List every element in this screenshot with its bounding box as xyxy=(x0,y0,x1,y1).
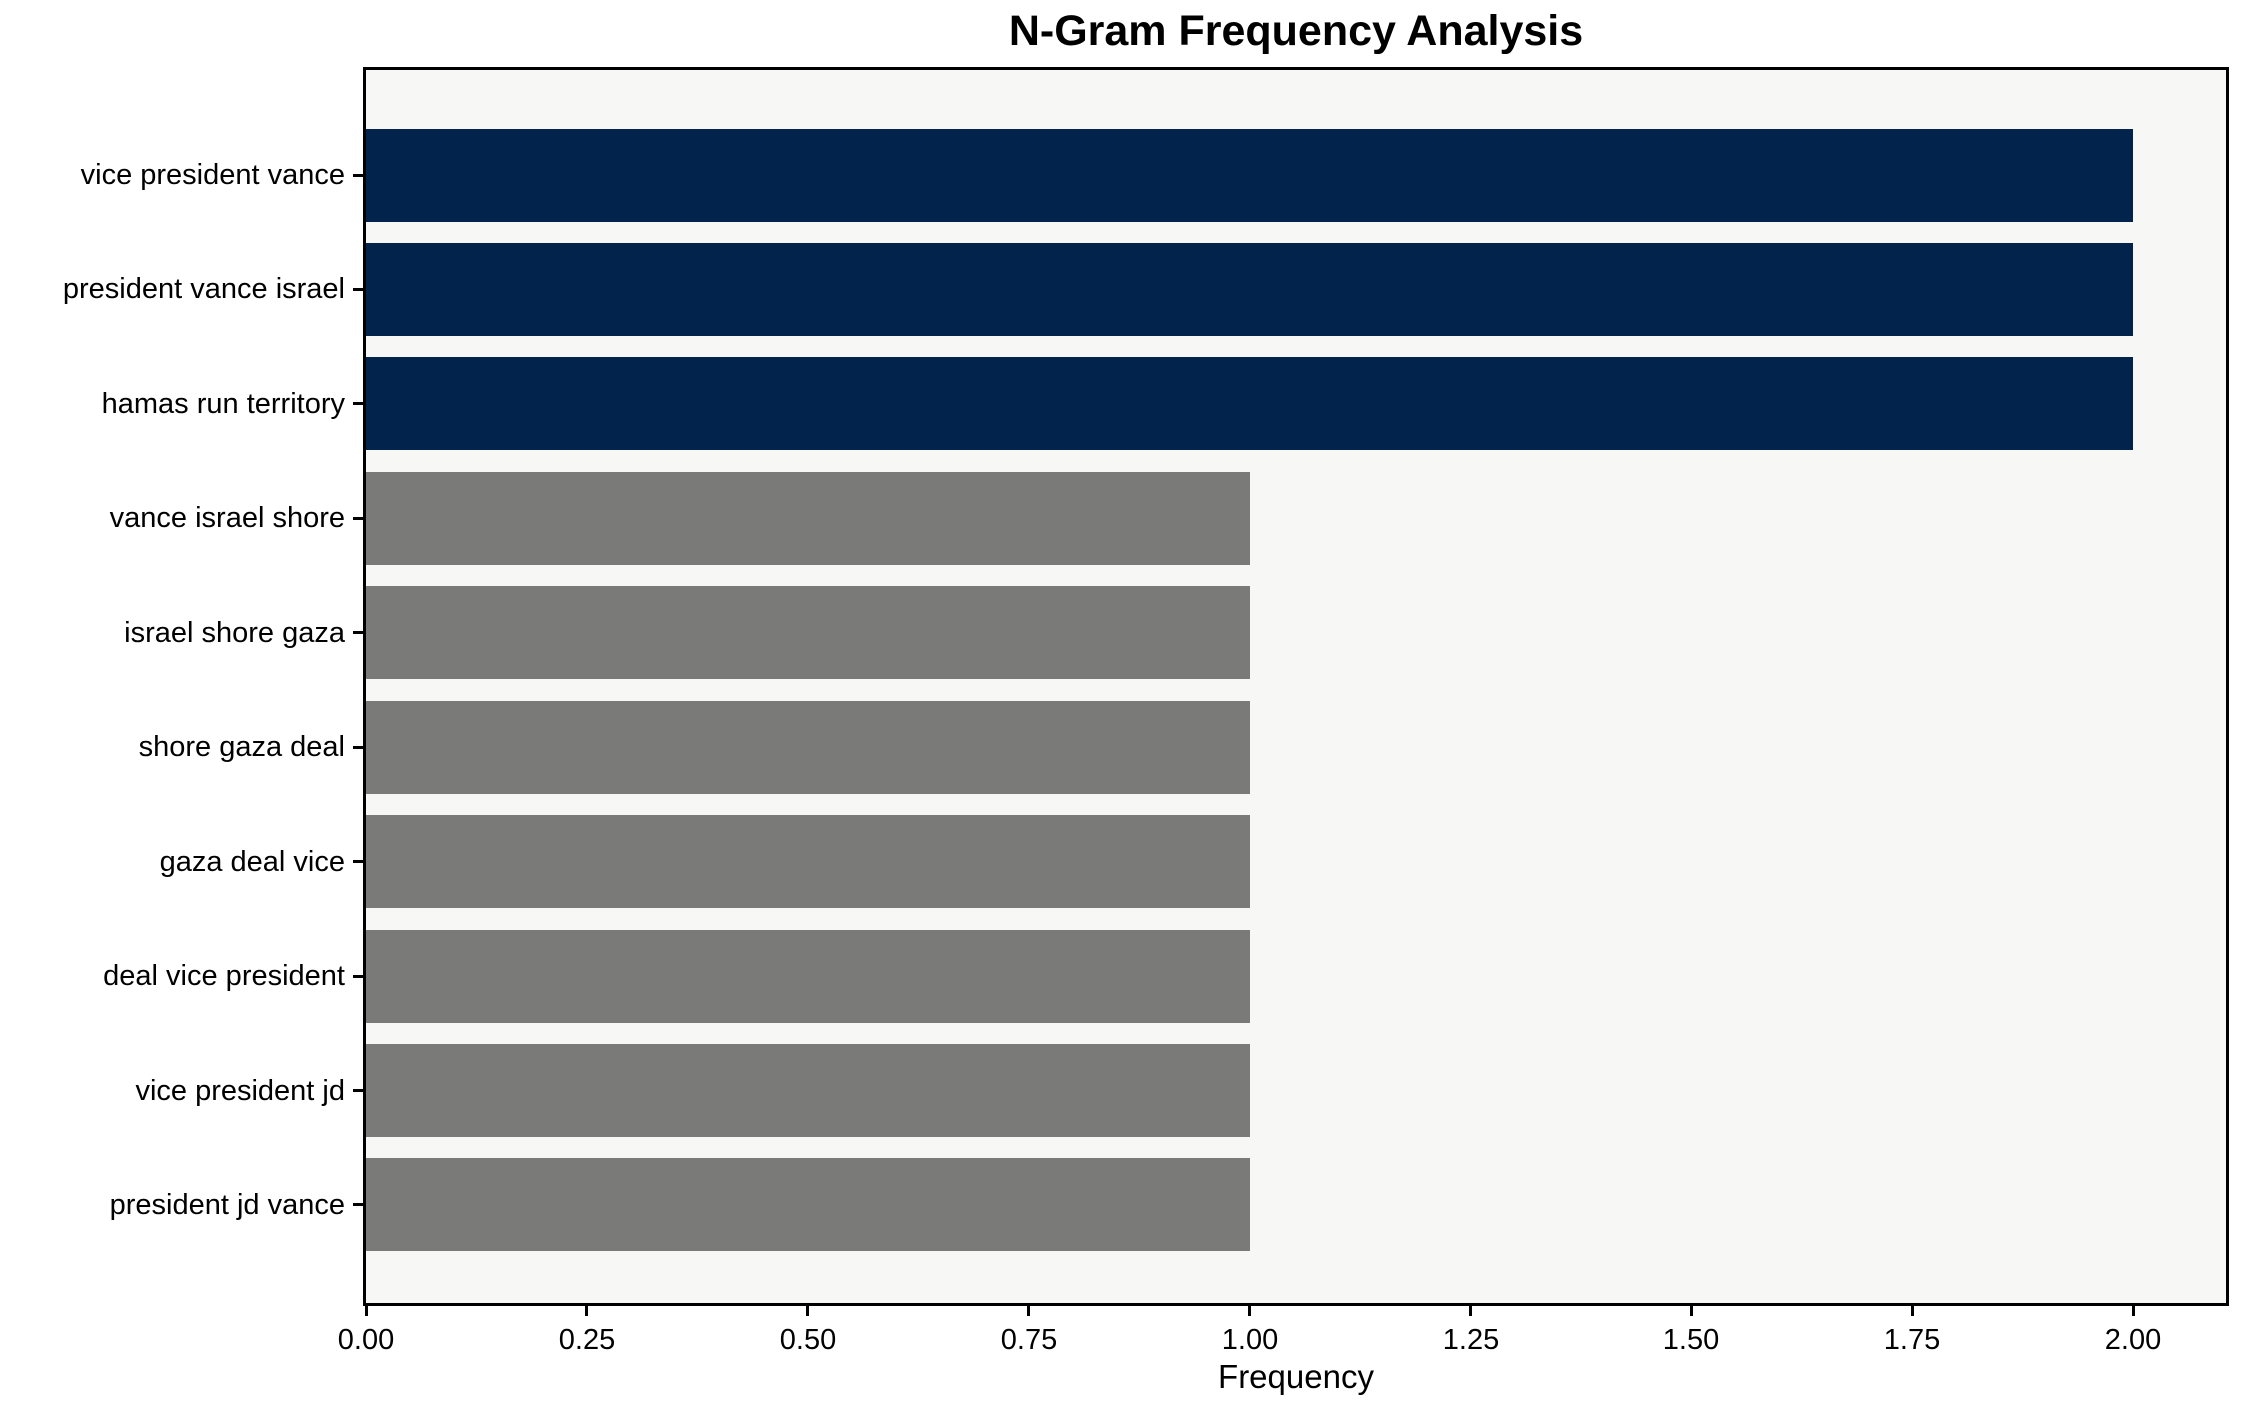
x-tick-label: 0.00 xyxy=(337,1324,395,1356)
y-tick-label: shore gaza deal xyxy=(138,731,345,763)
y-tick-label: vice president vance xyxy=(80,159,345,191)
y-axis-tick xyxy=(353,517,363,520)
y-tick-label: president jd vance xyxy=(109,1189,345,1221)
bar-vice-president-vance xyxy=(366,129,2133,222)
x-axis-tick xyxy=(585,1306,588,1316)
y-tick-label: vance israel shore xyxy=(109,502,345,534)
x-axis-tick xyxy=(806,1306,809,1316)
bar-vice-president-jd xyxy=(366,1044,1250,1137)
x-tick-label: 0.75 xyxy=(1000,1324,1058,1356)
y-axis-tick xyxy=(353,860,363,863)
y-tick-label: president vance israel xyxy=(62,273,345,305)
chart-title: N-Gram Frequency Analysis xyxy=(1008,7,1584,55)
x-axis-tick xyxy=(365,1306,368,1316)
y-axis-tick xyxy=(353,1203,363,1206)
y-axis-tick xyxy=(353,1089,363,1092)
x-tick-label: 0.50 xyxy=(779,1324,837,1356)
y-tick-label: hamas run territory xyxy=(101,388,345,420)
y-axis-tick xyxy=(353,746,363,749)
bar-israel-shore-gaza xyxy=(366,586,1250,679)
x-axis-tick xyxy=(1027,1306,1030,1316)
x-tick-label: 1.25 xyxy=(1442,1324,1500,1356)
bar-gaza-deal-vice xyxy=(366,815,1250,908)
x-tick-label: 1.50 xyxy=(1662,1324,1720,1356)
y-axis-tick xyxy=(353,288,363,291)
x-axis-title: Frequency xyxy=(1218,1358,1374,1395)
y-tick-label: vice president jd xyxy=(135,1075,345,1107)
x-axis-tick xyxy=(1469,1306,1472,1316)
bar-deal-vice-president xyxy=(366,930,1250,1023)
bar-vance-israel-shore xyxy=(366,472,1250,565)
x-tick-label: 0.25 xyxy=(558,1324,616,1356)
bar-shore-gaza-deal xyxy=(366,701,1250,794)
x-axis-tick xyxy=(1248,1306,1251,1316)
y-axis-tick xyxy=(353,402,363,405)
y-tick-label: israel shore gaza xyxy=(124,617,345,649)
y-axis-tick xyxy=(353,975,363,978)
bar-president-jd-vance xyxy=(366,1158,1250,1251)
x-tick-label: 1.00 xyxy=(1221,1324,1279,1356)
x-axis-tick xyxy=(1690,1306,1693,1316)
y-axis-tick xyxy=(353,174,363,177)
x-tick-label: 2.00 xyxy=(2104,1324,2162,1356)
x-axis-tick xyxy=(2132,1306,2135,1316)
bar-hamas-run-territory xyxy=(366,357,2133,450)
bar-president-vance-israel xyxy=(366,243,2133,336)
plot-area xyxy=(363,67,2229,1306)
x-tick-label: 1.75 xyxy=(1883,1324,1941,1356)
y-axis-tick xyxy=(353,631,363,634)
y-tick-label: deal vice president xyxy=(103,960,345,992)
y-tick-label: gaza deal vice xyxy=(159,846,345,878)
x-axis-tick xyxy=(1911,1306,1914,1316)
